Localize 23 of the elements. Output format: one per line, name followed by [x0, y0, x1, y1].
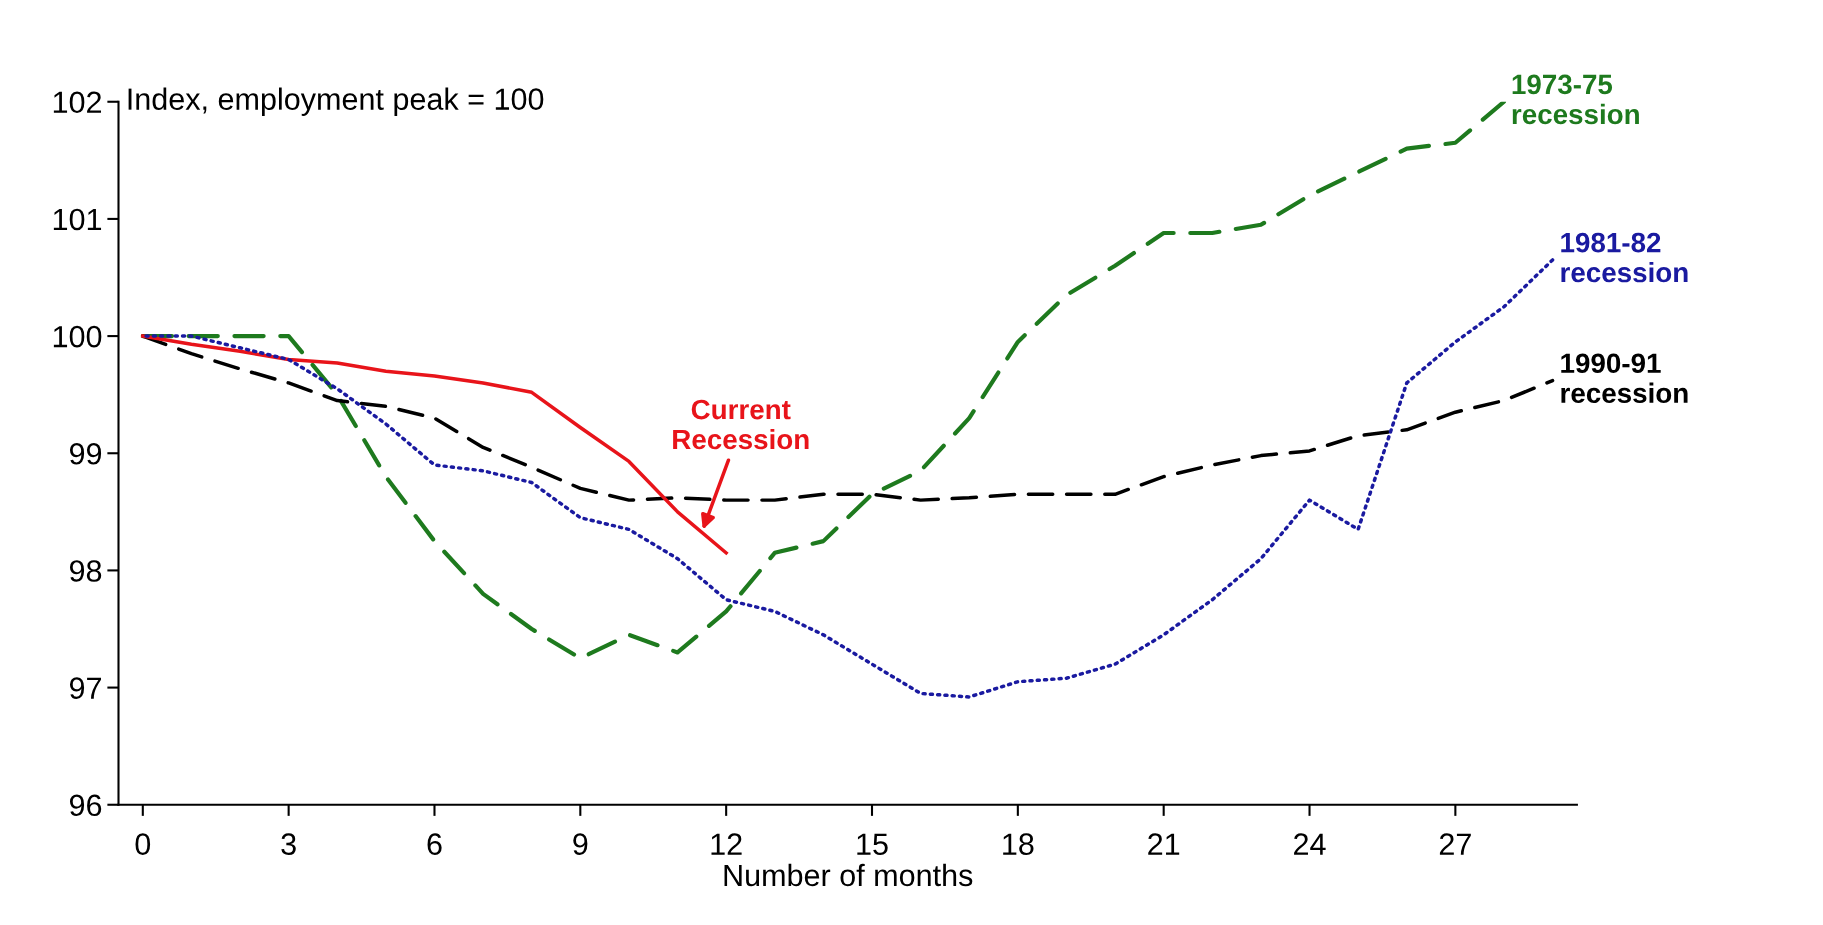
x-axis-title: Number of months [724, 863, 973, 887]
x-tick-label: 15 [857, 833, 888, 855]
series-label: 1981-82 recession [1561, 232, 1688, 283]
y-tick-label: 96 [69, 794, 102, 817]
series-label: 1990-91 recession [1561, 353, 1688, 404]
y-tick-label: 100 [53, 325, 102, 348]
x-tick-label: 12 [711, 833, 742, 855]
x-tick-label: 9 [573, 833, 588, 855]
y-tick-label: 97 [69, 677, 101, 699]
x-tick-label: 3 [281, 833, 296, 855]
y-tick-label: 102 [53, 91, 101, 114]
x-tick-label: 6 [427, 833, 442, 855]
x-tick-label: 21 [1148, 833, 1180, 855]
y-tick-label: 101 [53, 208, 102, 231]
y-tick-label: 98 [69, 560, 102, 582]
y-tick-label: 99 [69, 442, 102, 465]
series-label: Current Recession [673, 399, 809, 450]
x-tick-label: 0 [135, 833, 151, 855]
series-label: 1973-75 recession [1512, 74, 1639, 125]
y-axis-title: Index, employment peak = 100 [128, 87, 544, 116]
x-tick-label: 24 [1294, 833, 1326, 855]
x-tick-label: 18 [1003, 833, 1034, 855]
x-tick-label: 27 [1439, 833, 1471, 855]
